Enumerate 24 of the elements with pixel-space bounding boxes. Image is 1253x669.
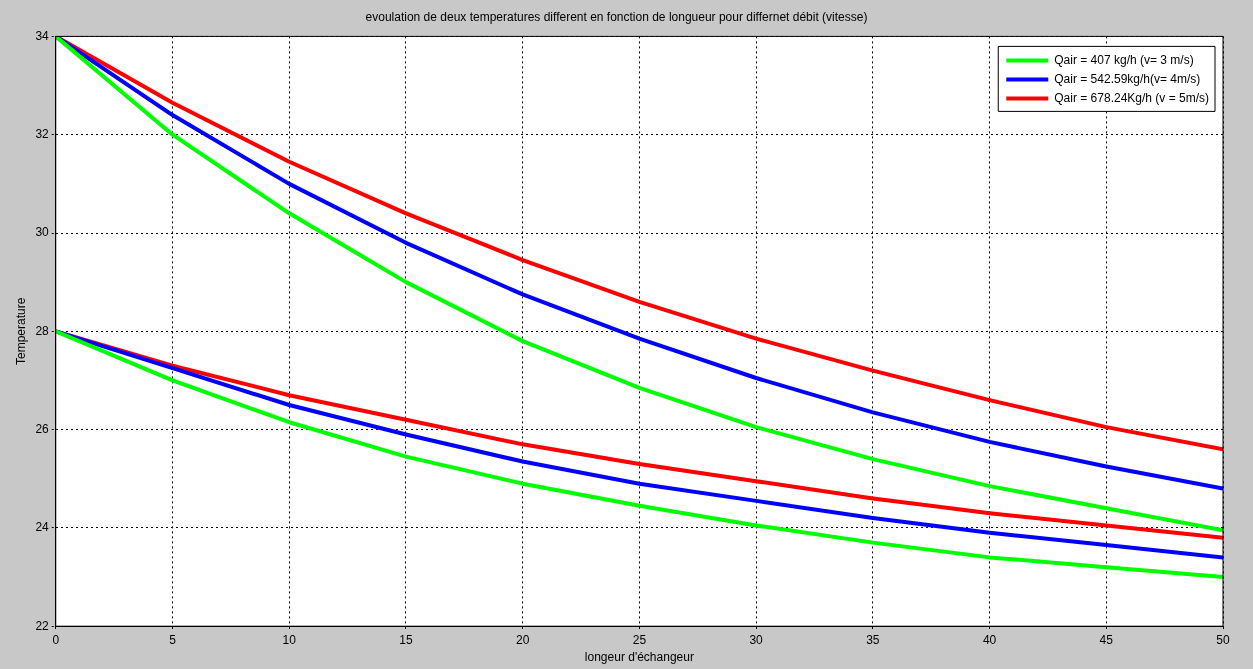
x-tick-label: 35: [866, 632, 880, 647]
x-tick-label: 10: [282, 632, 297, 647]
x-tick-label: 25: [632, 632, 647, 647]
y-axis-title: Temperature: [13, 297, 28, 365]
x-tick-label: 20: [515, 632, 530, 647]
y-tick-label: 26: [35, 421, 50, 436]
y-tick-label: 24: [35, 520, 50, 535]
x-tick-label: 0: [52, 632, 60, 647]
legend-label: Qair = 678.24Kg/h (v = 5m/s): [1054, 90, 1210, 105]
y-tick-label: 32: [35, 127, 50, 142]
y-tick-label: 28: [35, 323, 50, 338]
y-tick-label: 30: [35, 225, 50, 240]
x-tick-label: 40: [982, 632, 997, 647]
legend-label: Qair = 542.59kg/h(v= 4m/s): [1054, 71, 1201, 86]
y-tick-label: 22: [35, 618, 50, 633]
x-tick-label: 15: [399, 632, 413, 647]
x-tick-label: 30: [749, 632, 764, 647]
legend-label: Qair = 407 kg/h (v= 3 m/s): [1054, 52, 1194, 67]
x-axis-title: longeur d'échangeur: [584, 650, 694, 665]
chart-title: evoulation de deux temperatures different en fonction de longueur pour differnet débit (vitesse): [365, 9, 868, 24]
x-tick-label: 45: [1099, 632, 1114, 647]
x-tick-label: 5: [169, 632, 177, 647]
y-tick-label: 34: [35, 28, 50, 43]
x-tick-label: 50: [1216, 632, 1230, 647]
